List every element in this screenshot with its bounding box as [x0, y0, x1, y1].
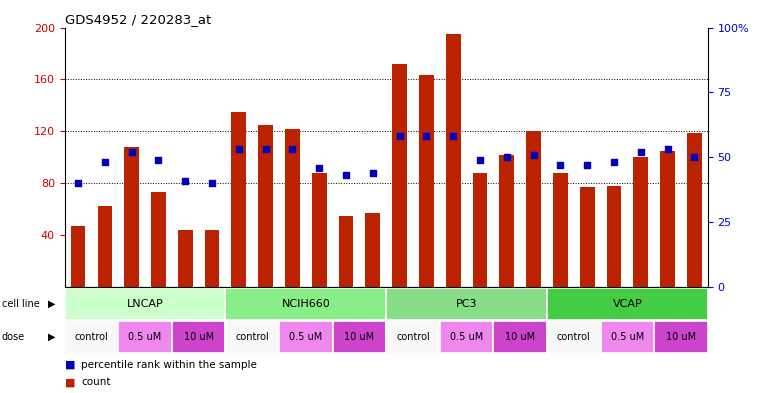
Bar — [312, 173, 326, 287]
Point — [393, 133, 406, 140]
Text: VCAP: VCAP — [613, 299, 642, 309]
Bar — [600, 321, 654, 353]
Point — [581, 162, 594, 168]
Text: 10 uM: 10 uM — [505, 332, 535, 342]
Point — [233, 146, 245, 152]
Text: 0.5 uM: 0.5 uM — [450, 332, 483, 342]
Text: control: control — [235, 332, 269, 342]
Point — [474, 157, 486, 163]
Bar — [493, 321, 547, 353]
Bar — [547, 288, 708, 320]
Bar — [526, 131, 541, 287]
Point — [260, 146, 272, 152]
Bar — [225, 288, 387, 320]
Text: count: count — [81, 377, 111, 387]
Text: PC3: PC3 — [456, 299, 477, 309]
Bar — [607, 186, 621, 287]
Bar — [124, 147, 139, 287]
Text: 0.5 uM: 0.5 uM — [289, 332, 323, 342]
Bar — [387, 288, 547, 320]
Bar — [279, 321, 333, 353]
Point — [635, 149, 647, 155]
Bar — [333, 321, 387, 353]
Text: LNCAP: LNCAP — [126, 299, 164, 309]
Bar — [151, 192, 166, 287]
Point — [420, 133, 432, 140]
Bar — [231, 112, 247, 287]
Text: dose: dose — [2, 332, 24, 342]
Bar — [71, 226, 85, 287]
Point — [99, 159, 111, 165]
Text: ▶: ▶ — [48, 299, 56, 309]
Text: cell line: cell line — [2, 299, 40, 309]
Text: 10 uM: 10 uM — [666, 332, 696, 342]
Text: control: control — [557, 332, 591, 342]
Bar — [633, 157, 648, 287]
Point — [206, 180, 218, 186]
Text: control: control — [75, 332, 108, 342]
Text: control: control — [396, 332, 430, 342]
Text: 10 uM: 10 uM — [344, 332, 374, 342]
Point — [554, 162, 566, 168]
Bar — [97, 206, 112, 287]
Bar — [687, 132, 702, 287]
Point — [179, 177, 191, 184]
Text: percentile rank within the sample: percentile rank within the sample — [81, 360, 257, 369]
Bar — [285, 129, 300, 287]
Bar — [258, 125, 273, 287]
Bar — [419, 75, 434, 287]
Bar — [65, 321, 118, 353]
Bar — [580, 187, 594, 287]
Bar — [65, 288, 225, 320]
Bar — [387, 321, 440, 353]
Bar — [339, 215, 353, 287]
Text: ■: ■ — [65, 377, 75, 387]
Text: 0.5 uM: 0.5 uM — [611, 332, 644, 342]
Text: NCIH660: NCIH660 — [282, 299, 330, 309]
Text: 0.5 uM: 0.5 uM — [129, 332, 161, 342]
Bar — [654, 321, 708, 353]
Point — [286, 146, 298, 152]
Bar — [205, 230, 219, 287]
Point — [152, 157, 164, 163]
Text: ▶: ▶ — [48, 332, 56, 342]
Bar — [225, 321, 279, 353]
Bar — [392, 64, 407, 287]
Text: 10 uM: 10 uM — [183, 332, 214, 342]
Point — [688, 154, 700, 160]
Point — [313, 164, 325, 171]
Text: GDS4952 / 220283_at: GDS4952 / 220283_at — [65, 13, 211, 26]
Bar — [178, 230, 193, 287]
Bar — [446, 34, 460, 287]
Bar — [172, 321, 225, 353]
Point — [501, 154, 513, 160]
Bar — [499, 154, 514, 287]
Bar — [661, 151, 675, 287]
Bar — [473, 173, 487, 287]
Bar — [553, 173, 568, 287]
Bar — [547, 321, 600, 353]
Point — [340, 172, 352, 178]
Text: ■: ■ — [65, 360, 75, 369]
Point — [661, 146, 673, 152]
Bar — [440, 321, 493, 353]
Point — [72, 180, 84, 186]
Point — [126, 149, 138, 155]
Point — [367, 170, 379, 176]
Point — [447, 133, 460, 140]
Point — [608, 159, 620, 165]
Bar — [365, 213, 380, 287]
Bar — [118, 321, 172, 353]
Point — [527, 151, 540, 158]
